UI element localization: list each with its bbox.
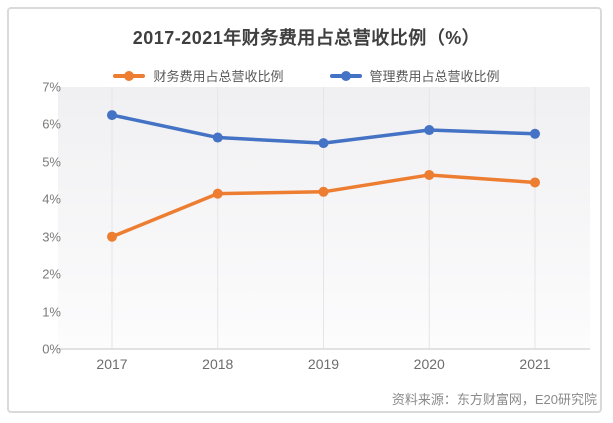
legend-item-admin-expense-ratio: 管理费用占总营收比例	[329, 66, 500, 85]
legend-label-financial-expense-ratio: 财务费用占总营收比例	[153, 69, 284, 84]
y-tick-label: 0%	[42, 341, 61, 357]
data-point-series-1	[212, 132, 223, 143]
x-tick-label: 2020	[413, 356, 445, 372]
data-point-series-1	[107, 110, 117, 121]
chart-legend: 财务费用占总营收比例 管理费用占总营收比例	[0, 66, 613, 85]
y-tick-label: 4%	[42, 191, 61, 207]
data-point-series-0	[212, 188, 223, 199]
y-tick-label: 6%	[42, 116, 61, 132]
x-tick-label: 2017	[96, 356, 128, 372]
data-point-series-0	[530, 177, 540, 188]
y-tick-label: 3%	[42, 229, 61, 245]
data-point-series-1	[530, 128, 540, 139]
data-point-series-1	[318, 138, 329, 149]
y-tick-label: 7%	[42, 79, 61, 95]
line-dot-marker-icon	[329, 70, 362, 81]
data-point-series-0	[318, 186, 329, 197]
line-dot-marker-icon	[113, 70, 146, 81]
y-tick-label: 2%	[42, 266, 61, 282]
x-tick-label: 2021	[519, 356, 551, 372]
legend-item-financial-expense-ratio: 财务费用占总营收比例	[113, 66, 284, 85]
data-point-series-1	[424, 125, 435, 136]
y-tick-label: 5%	[42, 154, 61, 170]
x-tick-label: 2019	[307, 356, 340, 372]
y-tick-label: 1%	[42, 304, 61, 320]
data-point-series-0	[107, 231, 117, 242]
source-note: 资料来源：东方财富网，E20研究院	[391, 392, 597, 407]
data-point-series-0	[424, 169, 435, 180]
legend-label-admin-expense-ratio: 管理费用占总营收比例	[369, 69, 500, 84]
x-tick-label: 2018	[202, 356, 234, 372]
chart-title: 2017-2021年财务费用占总营收比例（%）	[132, 28, 481, 48]
